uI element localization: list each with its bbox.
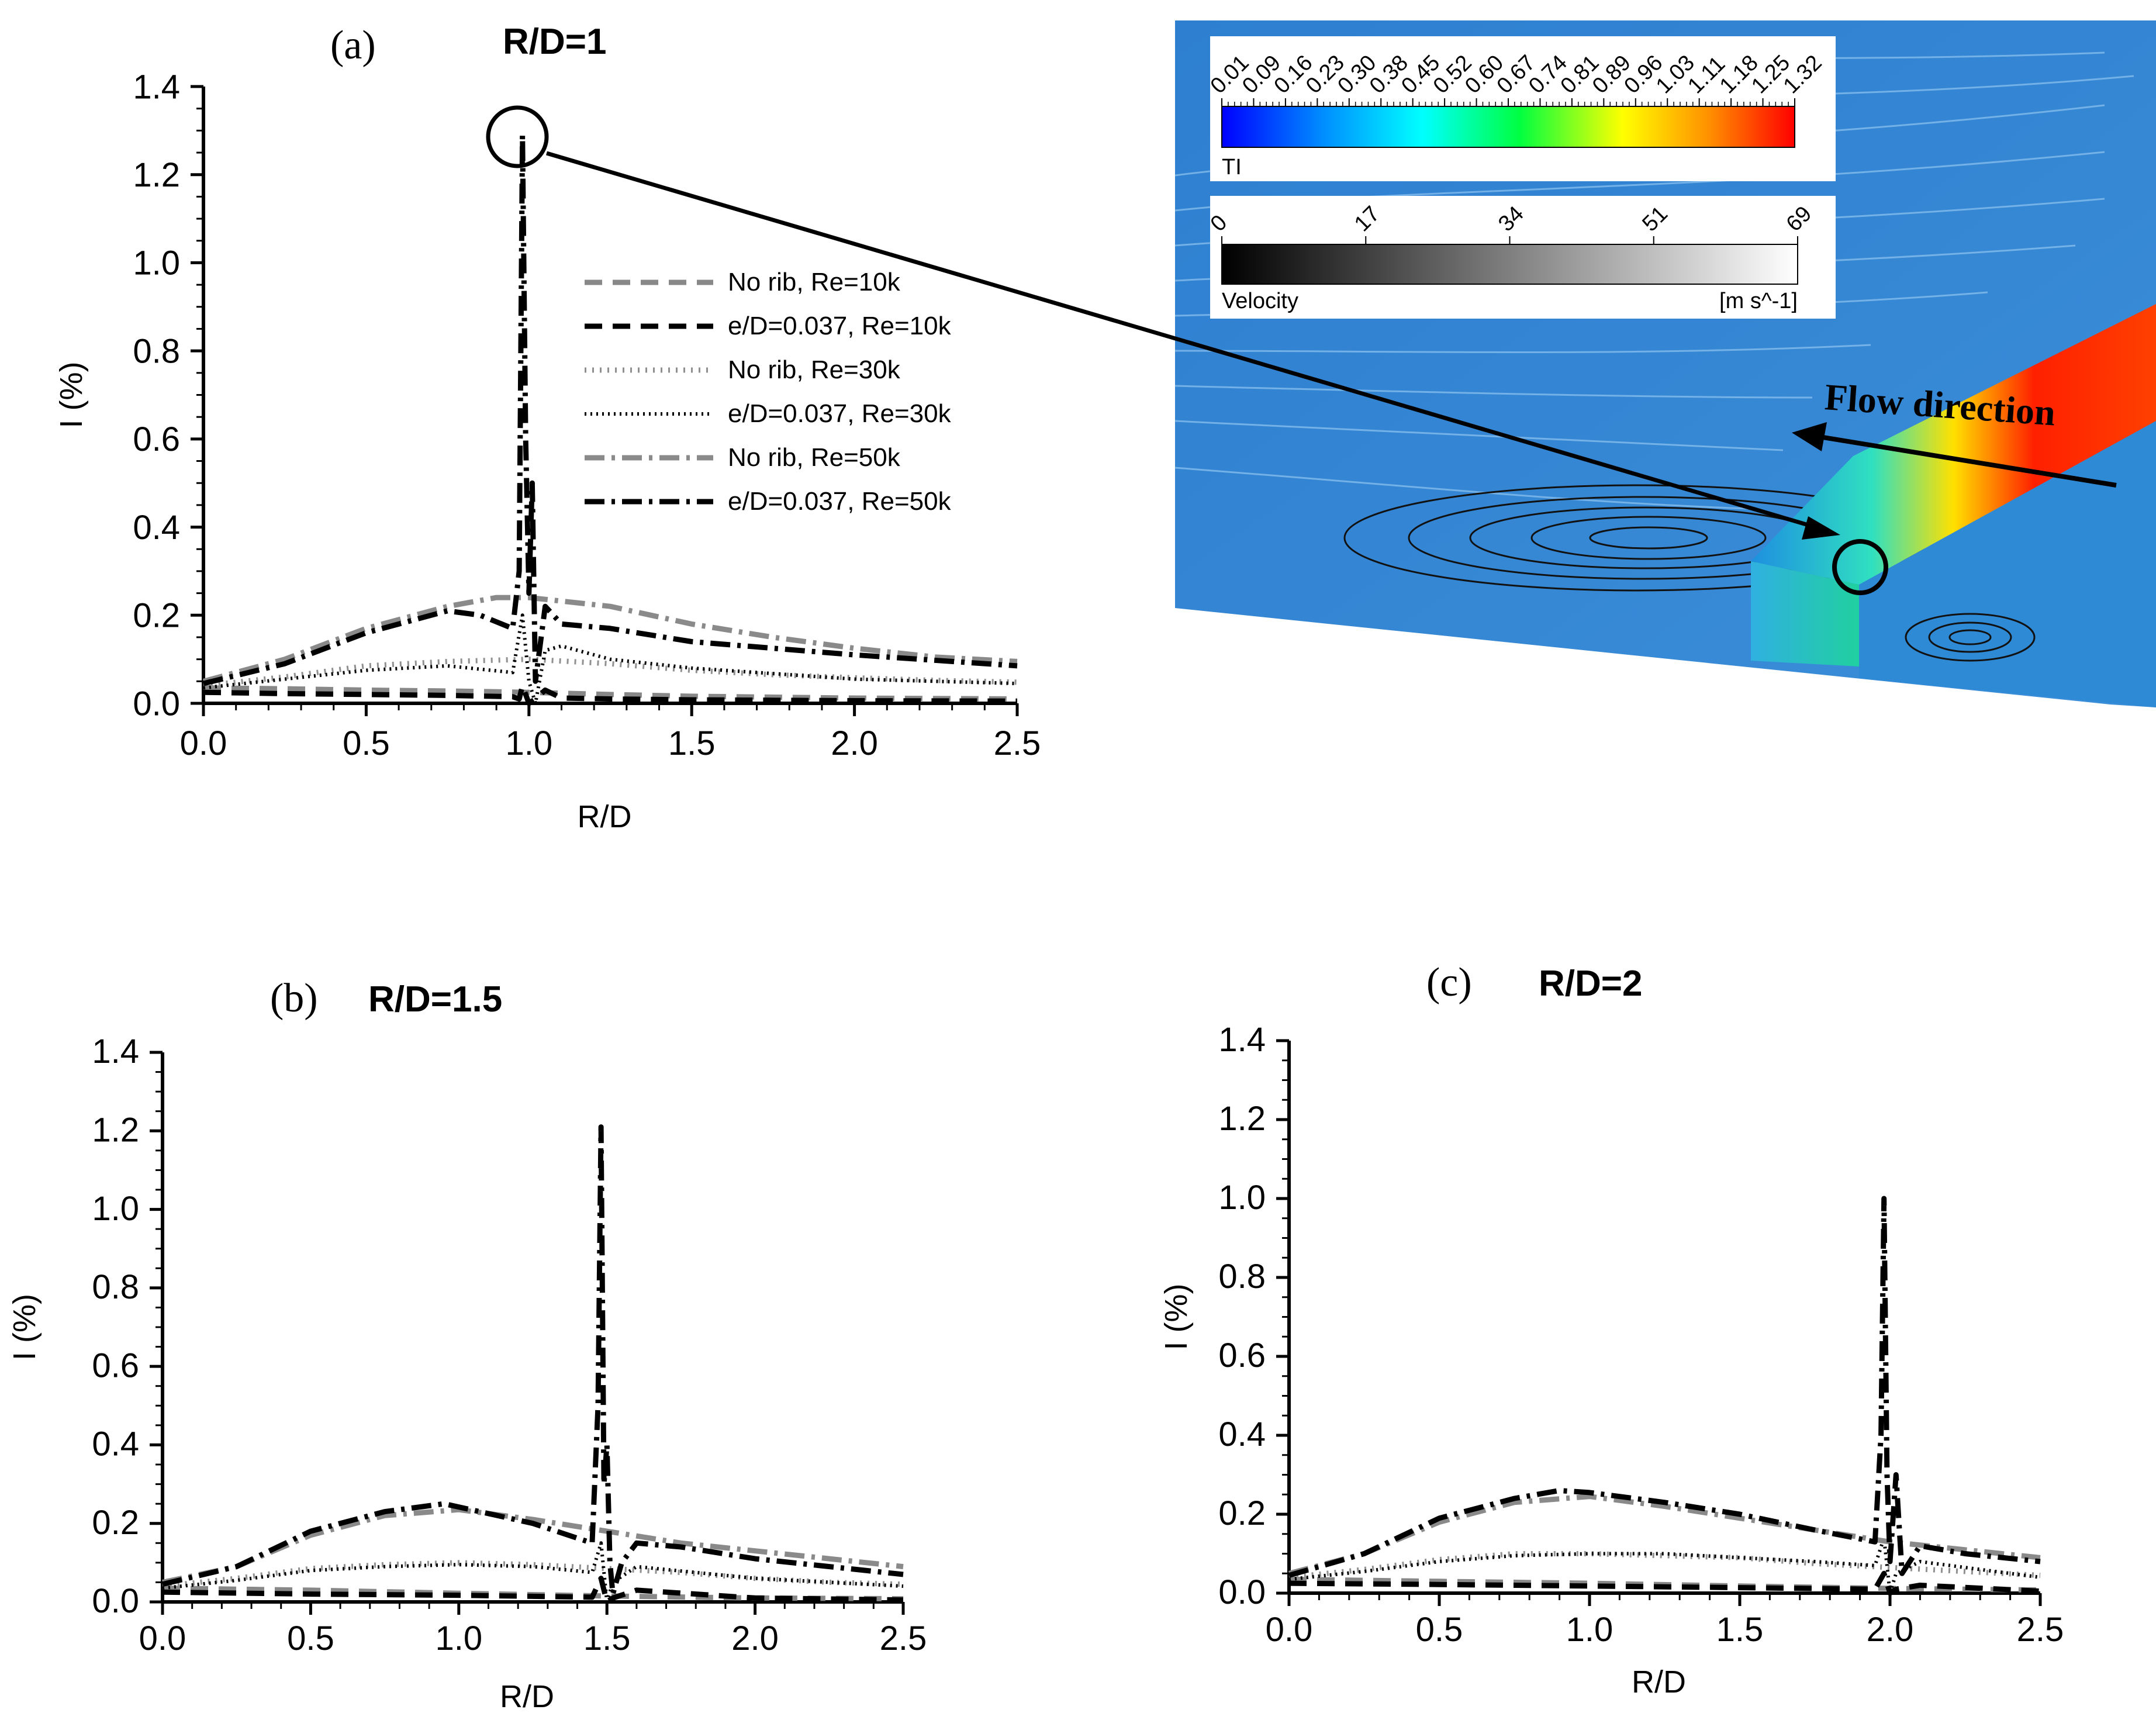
series-line-2 bbox=[162, 1576, 904, 1605]
flow-direction-arrowhead bbox=[1792, 422, 1827, 451]
x-tick-label: 2.0 bbox=[731, 1619, 779, 1657]
velocity-colorbar-label: Velocity bbox=[1222, 289, 1298, 313]
series-line-2 bbox=[1288, 1570, 2041, 1596]
y-tick-label: 0.2 bbox=[92, 1504, 139, 1542]
y-axis-label: I (%) bbox=[1159, 1284, 1194, 1351]
cfd-inset: 0.010.090.160.230.300.380.450.520.600.67… bbox=[1174, 20, 2156, 707]
series-line-3 bbox=[203, 657, 1018, 689]
velocity-colorbar-unit: [m s^-1] bbox=[1719, 289, 1798, 313]
rib-top bbox=[1751, 304, 2156, 585]
rib-front-face bbox=[1751, 561, 1859, 666]
y-tick-label: 0.8 bbox=[1218, 1258, 1266, 1296]
flow-direction-arrow bbox=[1812, 433, 2117, 488]
x-tick-label: 0.5 bbox=[1416, 1611, 1463, 1649]
x-tick-label: 1.5 bbox=[583, 1619, 631, 1657]
x-tick-label: 0.0 bbox=[1266, 1611, 1313, 1649]
legend-entry: e/D=0.037, Re=30k bbox=[728, 399, 952, 428]
ti-colorbar bbox=[1221, 106, 1795, 148]
y-tick-label: 0.4 bbox=[92, 1425, 139, 1463]
y-tick-label: 0.6 bbox=[133, 420, 180, 458]
x-tick-label: 1.0 bbox=[505, 724, 552, 762]
chart-title: R/D=1 bbox=[503, 22, 606, 62]
x-tick-label: 1.0 bbox=[1566, 1611, 1613, 1649]
y-tick-label: 1.2 bbox=[1218, 1100, 1266, 1138]
series-line-5 bbox=[162, 1507, 904, 1585]
ti-colorbar-label: TI bbox=[1222, 155, 1242, 179]
series-line-6 bbox=[202, 132, 1018, 686]
series-line-5 bbox=[202, 595, 1018, 684]
y-tick-label: 0.8 bbox=[133, 332, 180, 370]
legend-entry: No rib, Re=10k bbox=[728, 268, 901, 296]
panel-letter: (b) bbox=[270, 976, 318, 1021]
series-line-4 bbox=[1288, 1536, 2041, 1595]
x-tick-label: 0.0 bbox=[139, 1619, 186, 1657]
x-axis-label: R/D bbox=[578, 799, 632, 834]
y-tick-label: 0.0 bbox=[133, 685, 180, 723]
x-tick-label: 2.5 bbox=[2017, 1611, 2064, 1649]
connector-arrowhead bbox=[1802, 516, 1840, 540]
series-line-2 bbox=[203, 683, 1018, 706]
y-tick-label: 0.4 bbox=[133, 509, 180, 547]
chart-title: R/D=1.5 bbox=[368, 979, 502, 1020]
y-tick-label: 1.0 bbox=[133, 244, 180, 282]
series-line-3 bbox=[1288, 1551, 2041, 1580]
y-tick-label: 1.4 bbox=[1218, 1021, 1266, 1059]
y-tick-label: 0.2 bbox=[1218, 1494, 1266, 1532]
connector-arrow bbox=[546, 151, 1819, 530]
x-tick-label: 1.0 bbox=[435, 1619, 482, 1657]
chart-title: R/D=2 bbox=[1539, 963, 1642, 1004]
legend-entry: No rib, Re=50k bbox=[728, 443, 901, 472]
peak-highlight-circle bbox=[486, 105, 549, 168]
y-tick-label: 1.0 bbox=[92, 1190, 139, 1228]
legend-entry: No rib, Re=30k bbox=[728, 355, 901, 384]
y-tick-label: 0.2 bbox=[133, 597, 180, 635]
y-tick-label: 1.2 bbox=[92, 1111, 139, 1149]
y-tick-label: 1.4 bbox=[92, 1032, 139, 1070]
legend-entry: e/D=0.037, Re=10k bbox=[728, 312, 952, 340]
series-line-1 bbox=[203, 685, 1018, 702]
x-axis-label: R/D bbox=[500, 1679, 554, 1713]
x-tick-label: 2.0 bbox=[831, 724, 878, 762]
x-tick-label: 2.0 bbox=[1867, 1611, 1914, 1649]
legend-entry: e/D=0.037, Re=50k bbox=[728, 487, 952, 516]
x-tick-label: 0.5 bbox=[343, 724, 390, 762]
y-axis-label: I (%) bbox=[54, 362, 89, 429]
y-tick-label: 1.2 bbox=[133, 156, 180, 194]
y-tick-label: 0.6 bbox=[1218, 1336, 1266, 1374]
y-tick-label: 0.0 bbox=[92, 1582, 139, 1620]
y-axis-label: I (%) bbox=[7, 1294, 42, 1360]
rib-highlight-circle bbox=[1832, 539, 1888, 595]
chart-panel-b: (b) R/D=1.5 0.0 0.2 0.4 0.6 0.8 1.0 1.2 1.4 0.0 0.5… bbox=[7, 976, 927, 1713]
x-tick-label: 1.5 bbox=[1716, 1611, 1764, 1649]
panel-letter: (a) bbox=[330, 23, 376, 68]
velocity-colorbar bbox=[1221, 244, 1798, 285]
series-line-6 bbox=[161, 1124, 904, 1597]
downstream-surface bbox=[1859, 421, 2156, 707]
y-tick-label: 1.4 bbox=[133, 68, 180, 106]
x-tick-label: 0.0 bbox=[180, 724, 227, 762]
x-tick-label: 0.5 bbox=[287, 1619, 334, 1657]
vortex-downstream bbox=[1905, 613, 2036, 662]
panel-letter: (c) bbox=[1426, 960, 1472, 1005]
y-tick-label: 1.0 bbox=[1218, 1179, 1266, 1217]
x-tick-label: 2.5 bbox=[880, 1619, 927, 1657]
x-axis-label: R/D bbox=[1632, 1664, 1686, 1700]
y-tick-label: 0.0 bbox=[1218, 1573, 1266, 1611]
y-tick-label: 0.6 bbox=[92, 1346, 139, 1384]
series-line-6 bbox=[1288, 1196, 2041, 1578]
y-tick-label: 0.8 bbox=[92, 1268, 139, 1306]
chart-panel-c: (c) R/D=2 0.0 0.2 0.4 0.6 0.8 1.0 1.2 1.4 0.0 0.5 1.… bbox=[1159, 960, 2064, 1700]
chart-legend: No rib, Re=10k e/D=0.037, Re=10k No rib, R… bbox=[585, 268, 952, 516]
chart-panel-a: (a) R/D=1 0.0 0.2 0.4 0.6 0.8 1.0 1.2 1.4 0.0 0.5 1.… bbox=[54, 22, 1041, 834]
x-tick-label: 2.5 bbox=[994, 724, 1041, 762]
series-line-5 bbox=[1288, 1494, 2041, 1576]
y-tick-label: 0.4 bbox=[1218, 1415, 1266, 1453]
x-tick-label: 1.5 bbox=[668, 724, 716, 762]
